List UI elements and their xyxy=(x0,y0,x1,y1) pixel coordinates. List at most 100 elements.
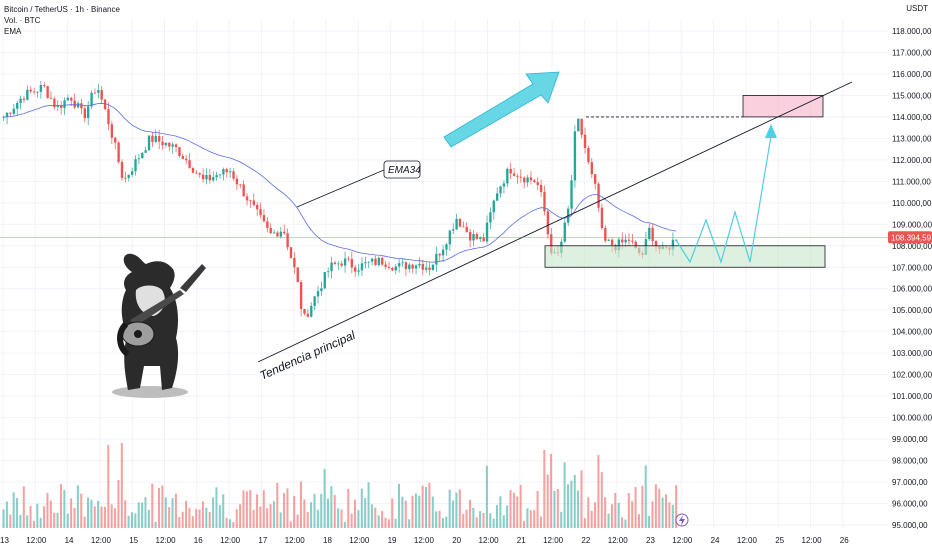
chart-legend: Bitcoin / TetherUS · 1h · Binance Vol. ·… xyxy=(4,4,120,37)
volume-bar xyxy=(381,510,384,528)
price-tick-label: 108.000,00 xyxy=(892,242,932,251)
candle-body xyxy=(428,267,431,271)
price-tick-label: 100.000,00 xyxy=(892,414,932,423)
volume-bar xyxy=(16,498,19,528)
time-axis[interactable]: 13 12:00 14 12:00 15 12:00 16 12:00 17 12:00 18 12:… xyxy=(0,536,849,545)
volume-bar xyxy=(350,513,353,528)
volume-bar xyxy=(306,511,309,528)
volume-bar xyxy=(289,521,292,528)
volume-bar xyxy=(600,472,603,528)
candle-body xyxy=(66,97,70,101)
volume-bar xyxy=(455,492,458,528)
time-tick-label: 12:00 xyxy=(349,536,370,545)
candle-body xyxy=(526,177,529,183)
volume-bar xyxy=(651,501,654,528)
candle-body xyxy=(624,239,627,243)
volume-bar xyxy=(181,511,184,528)
time-tick-label: 24 xyxy=(711,536,720,545)
volume-bar xyxy=(377,515,380,528)
candle-body xyxy=(404,262,408,270)
candle-body xyxy=(563,222,566,242)
volume-bar xyxy=(519,484,522,528)
candle-body xyxy=(377,257,381,265)
candle-body xyxy=(607,239,610,241)
candle-body xyxy=(441,249,445,256)
candle-body xyxy=(9,112,12,114)
volume-bar xyxy=(107,445,110,528)
volume-bar xyxy=(347,488,350,528)
candle-body xyxy=(546,211,550,235)
candle-body xyxy=(110,124,114,138)
support-zone[interactable] xyxy=(544,245,826,268)
volume-bar xyxy=(658,488,661,528)
resistance-zone[interactable] xyxy=(742,95,824,118)
candle-body xyxy=(22,98,26,100)
volume-bar xyxy=(610,504,613,528)
volume-bar xyxy=(70,498,73,528)
projection-path xyxy=(675,135,772,264)
candle-body xyxy=(134,159,137,172)
candle-body xyxy=(107,109,110,125)
volume-bar xyxy=(384,517,387,528)
volume-bar xyxy=(269,504,272,528)
candle-body xyxy=(205,175,208,180)
time-tick-label: 17 xyxy=(258,536,267,545)
volume-bar xyxy=(174,493,177,528)
candle-body xyxy=(201,174,205,180)
candle-body xyxy=(529,177,533,181)
volume-bar xyxy=(502,515,505,528)
candle-body xyxy=(394,266,397,271)
candle-body xyxy=(256,204,259,210)
candle-body xyxy=(154,136,157,142)
candle-body xyxy=(272,232,276,234)
candle-body xyxy=(350,259,354,268)
candle-body xyxy=(648,227,651,240)
candle-body xyxy=(303,308,306,314)
volume-bar xyxy=(563,462,566,528)
volume-bar xyxy=(495,505,499,528)
volume-bar xyxy=(566,484,569,528)
time-tick-label: 20 xyxy=(452,536,461,545)
volume-bar xyxy=(580,470,583,528)
volume-bar xyxy=(266,508,269,528)
candle-body xyxy=(468,231,472,241)
candle-body xyxy=(80,103,83,109)
volume-bar xyxy=(428,482,431,528)
candle-body xyxy=(306,313,310,317)
candle-body xyxy=(283,231,286,234)
candle-body xyxy=(370,258,374,262)
candle-body xyxy=(435,253,438,265)
volume-bar xyxy=(39,517,42,528)
volume-bar xyxy=(499,496,502,528)
price-tick-label: 113.000,00 xyxy=(892,134,932,143)
candle-body xyxy=(174,144,178,148)
volume-bar xyxy=(587,497,590,528)
volume-bar xyxy=(661,497,664,528)
candle-body xyxy=(56,105,59,108)
volume-bar xyxy=(147,509,150,528)
candle-body xyxy=(32,91,36,93)
price-axis[interactable]: 118.000,00 117.000,00 116.000,00 115.000,00… xyxy=(892,27,932,530)
last-price-label: 108.394,59 xyxy=(891,233,932,242)
time-tick-label: 19 xyxy=(388,536,397,545)
volume-bar xyxy=(127,515,130,528)
volume-bar xyxy=(465,509,468,528)
volume-bar xyxy=(49,500,52,528)
trend-line[interactable] xyxy=(257,81,853,363)
projection-arrowhead xyxy=(765,124,777,138)
volume-bar xyxy=(249,490,252,528)
volume-bar xyxy=(46,492,49,528)
volume-bar xyxy=(621,517,624,528)
candle-body xyxy=(245,196,249,201)
time-tick-label: 13 xyxy=(0,536,9,545)
candle-body xyxy=(452,229,455,231)
volume-bar xyxy=(262,490,265,528)
time-tick-label: 12:00 xyxy=(737,536,758,545)
volume-bar xyxy=(509,490,512,528)
time-tick-label: 21 xyxy=(517,536,526,545)
volume-bar xyxy=(425,487,428,528)
candle-body xyxy=(408,264,411,270)
candle-body xyxy=(212,177,215,181)
candle-body xyxy=(117,142,120,162)
